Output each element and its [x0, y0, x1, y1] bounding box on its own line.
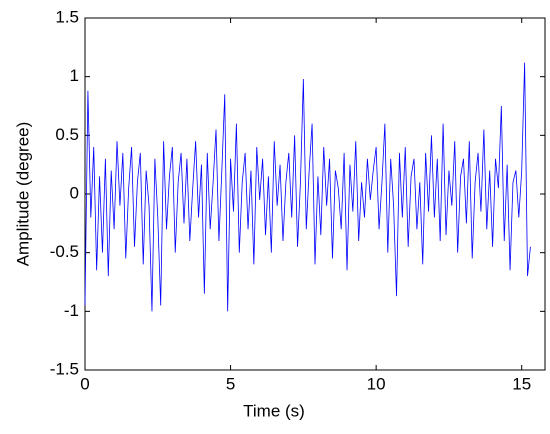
- x-axis-label: Time (s): [243, 401, 305, 420]
- y-tick-label: -1: [64, 301, 79, 320]
- y-tick-label: 1: [70, 66, 79, 85]
- y-tick-label: -0.5: [50, 242, 79, 261]
- x-tick-label: 0: [80, 374, 89, 393]
- y-axis-label: Amplitude (degree): [13, 122, 32, 267]
- signal-line: [84, 62, 531, 312]
- y-tick-label: 1.5: [55, 7, 79, 26]
- plot-area: [84, 17, 546, 371]
- x-tick-label: 5: [226, 374, 235, 393]
- y-tick-label: -1.5: [50, 359, 79, 378]
- x-tick-label: 10: [367, 374, 386, 393]
- y-tick-label: 0: [70, 183, 79, 202]
- x-tick-label: 15: [512, 374, 531, 393]
- y-tick-label: 0.5: [55, 125, 79, 144]
